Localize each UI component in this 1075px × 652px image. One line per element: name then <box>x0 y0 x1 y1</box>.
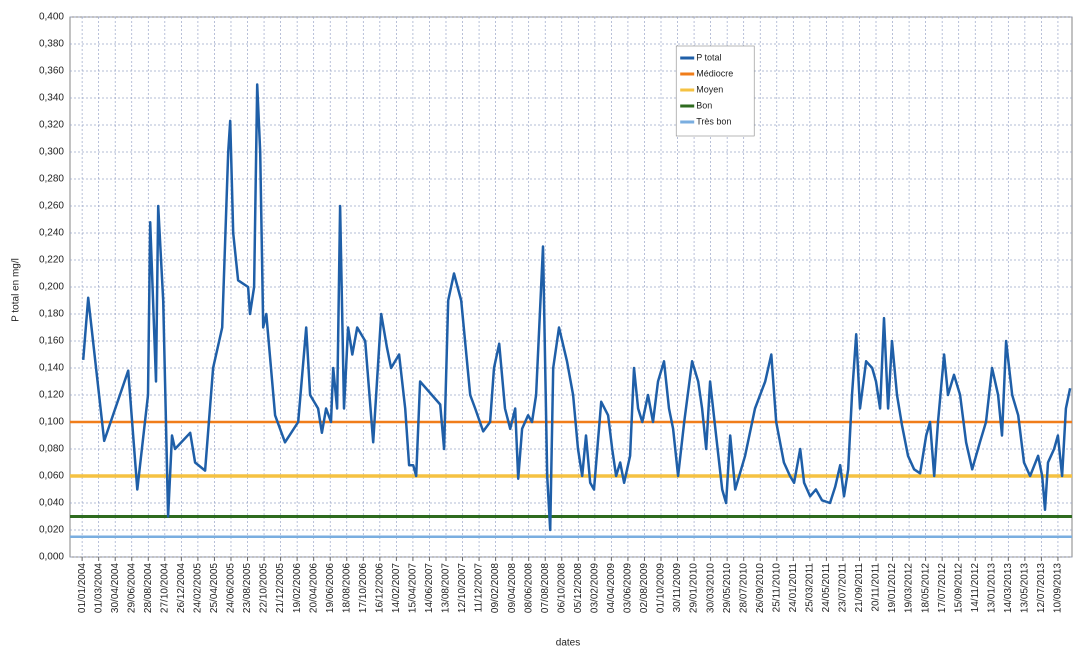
x-tick-label: 18/08/2006 <box>341 563 352 613</box>
x-tick-label: 19/06/2006 <box>325 563 336 613</box>
x-tick-label: 30/03/2010 <box>705 563 716 613</box>
x-tick-label: 14/06/2007 <box>424 563 435 613</box>
x-tick-label: 25/04/2005 <box>209 563 220 613</box>
x-tick-label: 26/12/2004 <box>176 563 187 613</box>
x-tick-label: 27/10/2004 <box>159 563 170 613</box>
y-tick-label: 0,100 <box>39 417 64 428</box>
y-tick-label: 0,040 <box>39 498 64 509</box>
x-tick-label: 21/12/2005 <box>275 563 286 613</box>
legend-label: Très bon <box>696 116 731 126</box>
x-tick-label: 24/05/2011 <box>821 563 832 613</box>
y-tick-label: 0,280 <box>39 174 64 185</box>
y-tick-label: 0,180 <box>39 309 64 320</box>
x-tick-label: 19/02/2006 <box>292 563 303 613</box>
x-tick-label: 29/06/2004 <box>126 563 137 613</box>
x-tick-label: 24/01/2011 <box>788 563 799 613</box>
legend-label: Médiocre <box>696 68 733 78</box>
x-tick-label: 23/08/2005 <box>242 563 253 613</box>
y-tick-label: 0,140 <box>39 363 64 374</box>
x-tick-label: 21/09/2011 <box>854 563 865 613</box>
y-tick-label: 0,340 <box>39 93 64 104</box>
y-tick-label: 0,160 <box>39 336 64 347</box>
x-tick-label: 29/05/2010 <box>722 563 733 613</box>
y-tick-label: 0,000 <box>39 552 64 563</box>
series-line <box>81 83 1072 532</box>
y-tick-label: 0,240 <box>39 228 64 239</box>
y-tick-label: 0,120 <box>39 390 64 401</box>
legend-label: Moyen <box>696 84 723 94</box>
x-tick-label: 30/04/2004 <box>110 563 121 613</box>
x-tick-label: 20/04/2006 <box>308 563 319 613</box>
y-tick-label: 0,020 <box>39 525 64 536</box>
x-tick-label: 24/06/2005 <box>226 563 237 613</box>
x-tick-label: 01/01/2004 <box>77 563 88 613</box>
x-tick-label: 10/09/2013 <box>1053 563 1064 613</box>
x-tick-label: 22/10/2005 <box>259 563 270 613</box>
x-tick-label: 14/03/2013 <box>1003 563 1014 613</box>
x-tick-label: 12/10/2007 <box>457 563 468 613</box>
legend-label: Bon <box>696 100 712 110</box>
y-tick-label: 0,380 <box>39 39 64 50</box>
y-tick-label: 0,260 <box>39 201 64 212</box>
x-tick-label: 29/01/2010 <box>689 563 700 613</box>
y-tick-label: 0,300 <box>39 147 64 158</box>
x-tick-label: 15/09/2012 <box>953 563 964 613</box>
x-axis-title: dates <box>556 638 580 649</box>
x-tick-label: 08/06/2008 <box>523 563 534 613</box>
x-tick-label: 03/06/2009 <box>623 563 634 613</box>
y-tick-label: 0,200 <box>39 282 64 293</box>
x-tick-label: 15/04/2007 <box>408 563 419 613</box>
x-tick-label: 24/02/2005 <box>193 563 204 613</box>
x-tick-label: 19/01/2012 <box>887 563 898 613</box>
x-tick-label: 14/02/2007 <box>391 563 402 613</box>
x-tick-label: 11/12/2007 <box>474 563 485 613</box>
y-axis-title: P total en mg/l <box>11 258 22 322</box>
y-tick-label: 0,360 <box>39 66 64 77</box>
y-tick-label: 0,320 <box>39 120 64 131</box>
x-tick-label: 13/05/2013 <box>1020 563 1031 613</box>
legend-label: P total <box>696 52 721 62</box>
y-tick-label: 0,220 <box>39 255 64 266</box>
x-tick-label: 28/07/2010 <box>738 563 749 613</box>
x-tick-label: 26/09/2010 <box>755 563 766 613</box>
x-tick-label: 25/11/2010 <box>771 563 782 613</box>
x-tick-label: 28/08/2004 <box>143 563 154 613</box>
x-tick-label: 17/10/2006 <box>358 563 369 613</box>
x-tick-label: 05/12/2008 <box>573 563 584 613</box>
x-tick-label: 23/07/2011 <box>838 563 849 613</box>
x-tick-label: 09/04/2008 <box>507 563 518 613</box>
x-tick-label: 16/12/2006 <box>374 563 385 613</box>
x-tick-label: 13/08/2007 <box>441 563 452 613</box>
x-tick-label: 30/11/2009 <box>672 563 683 613</box>
x-tick-label: 01/10/2009 <box>656 563 667 613</box>
x-tick-label: 17/07/2012 <box>937 563 948 613</box>
x-tick-label: 19/03/2012 <box>904 563 915 613</box>
x-tick-label: 13/01/2013 <box>986 563 997 613</box>
y-tick-label: 0,060 <box>39 471 64 482</box>
x-tick-label: 03/02/2009 <box>589 563 600 613</box>
x-tick-label: 12/07/2013 <box>1036 563 1047 613</box>
x-tick-label: 06/10/2008 <box>556 563 567 613</box>
x-tick-label: 02/08/2009 <box>639 563 650 613</box>
y-tick-label: 0,400 <box>39 12 64 23</box>
x-tick-label: 04/04/2009 <box>606 563 617 613</box>
x-tick-label: 07/08/2008 <box>540 563 551 613</box>
x-tick-label: 18/05/2012 <box>920 563 931 613</box>
x-tick-label: 09/02/2008 <box>490 563 501 613</box>
x-tick-label: 14/11/2012 <box>970 563 981 613</box>
x-tick-label: 01/03/2004 <box>93 563 104 613</box>
x-tick-label: 20/11/2011 <box>871 563 882 612</box>
x-tick-label: 25/03/2011 <box>804 563 815 613</box>
y-tick-label: 0,080 <box>39 444 64 455</box>
